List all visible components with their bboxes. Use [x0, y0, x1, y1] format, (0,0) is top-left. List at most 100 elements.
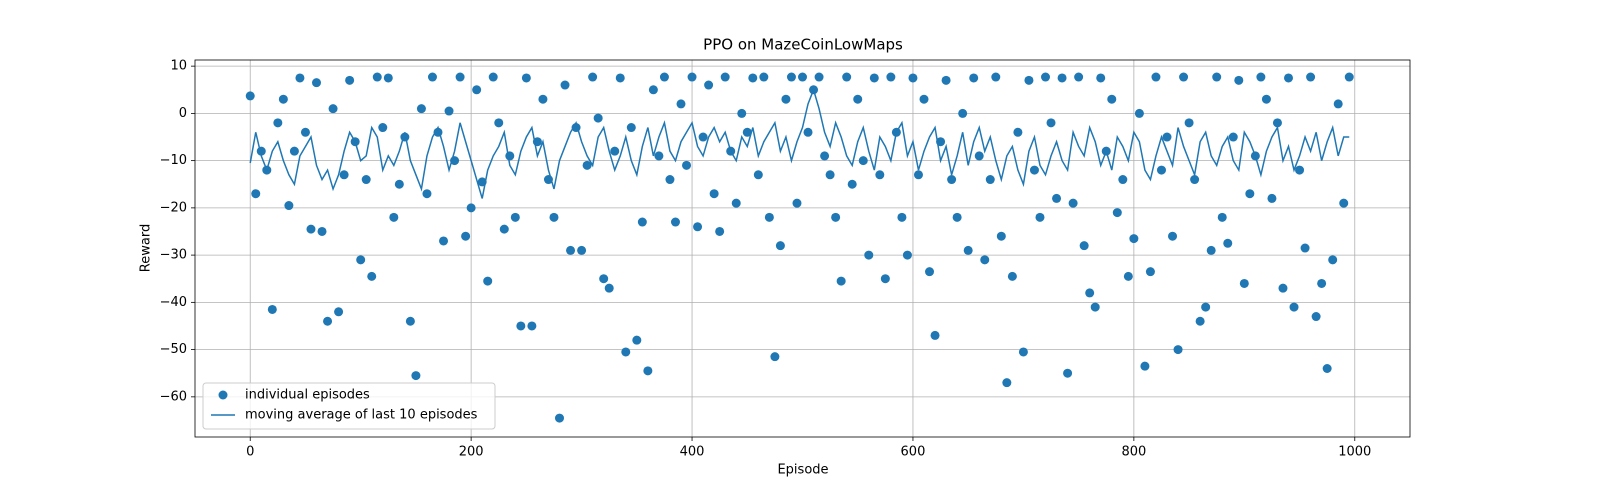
point — [875, 170, 885, 180]
point — [626, 123, 636, 133]
point — [687, 72, 697, 82]
line — [249, 87, 1350, 199]
plot-frame — [194, 59, 1411, 438]
legend-label: individual episodes — [245, 388, 370, 403]
point — [582, 160, 592, 170]
point — [411, 371, 421, 381]
point — [300, 127, 310, 137]
point — [985, 175, 995, 185]
point — [980, 255, 990, 265]
point — [1267, 193, 1277, 203]
point — [416, 104, 426, 114]
point — [947, 175, 957, 185]
point — [825, 170, 835, 180]
point — [1085, 288, 1095, 298]
point — [1245, 189, 1255, 199]
point — [820, 151, 830, 161]
point — [1096, 73, 1106, 83]
point — [1168, 231, 1178, 241]
point — [1057, 73, 1067, 83]
point — [1002, 378, 1012, 388]
point — [1272, 118, 1282, 128]
grid — [195, 60, 1410, 437]
point — [317, 226, 327, 236]
point — [1024, 75, 1034, 85]
point — [715, 226, 725, 236]
point — [295, 73, 305, 83]
point — [1300, 243, 1310, 253]
y-tick-label: 10 — [170, 59, 187, 74]
scatter-series — [245, 72, 1354, 423]
point — [1134, 108, 1144, 118]
point — [1256, 72, 1266, 82]
point — [781, 94, 791, 104]
point — [1228, 132, 1238, 142]
y-tick-label: −10 — [160, 153, 187, 168]
point — [312, 78, 321, 88]
point — [1123, 271, 1133, 281]
point — [323, 316, 333, 326]
point — [1041, 72, 1050, 82]
y-tick-label: 0 — [179, 106, 187, 121]
point — [958, 108, 968, 118]
point — [1162, 132, 1172, 142]
point — [842, 72, 852, 82]
point — [814, 72, 824, 82]
x-tick-label: 800 — [1121, 445, 1146, 460]
point — [1079, 241, 1089, 251]
point — [466, 203, 476, 213]
point — [378, 123, 388, 133]
point — [709, 189, 719, 199]
x-axis-label: Episode — [777, 463, 828, 478]
point — [1278, 283, 1288, 293]
point — [737, 108, 747, 118]
point — [1344, 72, 1354, 82]
point — [289, 146, 299, 156]
y-tick-label: −30 — [160, 248, 187, 263]
point — [1013, 127, 1023, 137]
point — [698, 132, 708, 142]
x-tick-label: 600 — [901, 445, 926, 460]
point — [836, 276, 846, 286]
point — [510, 212, 520, 222]
point — [676, 99, 686, 109]
point — [1090, 302, 1100, 312]
point — [356, 255, 366, 265]
point — [693, 222, 703, 232]
point — [858, 156, 868, 166]
point — [930, 330, 940, 340]
point — [527, 321, 537, 331]
point — [720, 72, 730, 82]
point — [394, 179, 404, 189]
point — [1201, 302, 1211, 312]
point — [1261, 94, 1271, 104]
point — [941, 75, 951, 85]
point — [306, 224, 316, 234]
point — [919, 94, 929, 104]
y-tick-label: −50 — [160, 342, 187, 357]
point — [952, 212, 962, 222]
point — [1029, 165, 1039, 175]
point — [748, 73, 758, 83]
point — [1129, 234, 1139, 244]
point — [444, 106, 454, 116]
point — [461, 231, 471, 241]
point — [996, 231, 1006, 241]
point — [245, 91, 255, 101]
point — [427, 72, 437, 82]
point — [345, 75, 355, 85]
point — [599, 274, 609, 284]
y-tick-label: −40 — [160, 295, 187, 310]
point — [566, 245, 576, 255]
point — [1052, 193, 1062, 203]
point — [439, 236, 449, 246]
point — [759, 72, 769, 82]
point — [753, 170, 763, 180]
point — [1151, 72, 1161, 82]
point — [798, 72, 807, 82]
point — [1156, 165, 1166, 175]
point — [1112, 208, 1122, 218]
point — [1145, 267, 1155, 277]
point — [670, 217, 680, 227]
point — [963, 245, 973, 255]
